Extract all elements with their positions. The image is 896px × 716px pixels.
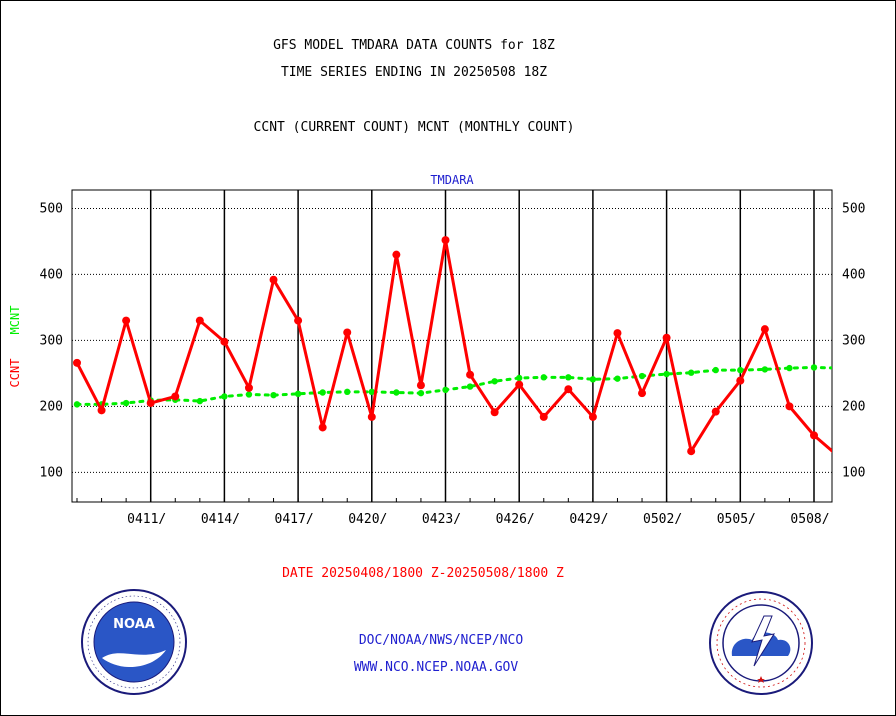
data-point-mcnt bbox=[270, 391, 277, 399]
data-point-ccnt bbox=[466, 370, 475, 379]
data-point-ccnt bbox=[539, 412, 548, 421]
data-point-mcnt bbox=[491, 378, 498, 385]
x-tick-label-0508: 0508/ bbox=[790, 512, 829, 527]
noaa-logo-icon: NOAA bbox=[81, 589, 187, 695]
chart-subtitle: CCNT (CURRENT COUNT) MCNT (MONTHLY COUNT… bbox=[253, 120, 575, 135]
data-point-ccnt bbox=[269, 275, 278, 284]
y-tick-label-left-300: 300 bbox=[40, 333, 63, 348]
series-group bbox=[73, 236, 843, 460]
y-tick-label-left-400: 400 bbox=[40, 267, 63, 282]
data-point-ccnt bbox=[195, 316, 204, 325]
plot-area bbox=[71, 189, 833, 503]
data-point-ccnt bbox=[490, 408, 499, 417]
data-point-mcnt bbox=[294, 390, 302, 398]
data-point-ccnt bbox=[515, 380, 524, 389]
data-point-ccnt bbox=[810, 431, 818, 440]
data-point-mcnt bbox=[516, 374, 523, 382]
data-point-mcnt bbox=[196, 397, 204, 405]
noaa-logo-text: NOAA bbox=[113, 617, 155, 632]
y-tick-label-left-100: 100 bbox=[40, 465, 63, 480]
data-point-mcnt bbox=[122, 399, 130, 407]
y-axis-label-ccnt: CCNT bbox=[8, 359, 22, 388]
website-link[interactable]: WWW.NCO.NCEP.NOAA.GOV bbox=[353, 660, 519, 675]
chart-title-line1: GFS MODEL TMDARA DATA COUNTS for 18Z bbox=[273, 38, 555, 53]
data-point-mcnt bbox=[835, 365, 841, 371]
y-tick-label-right-500: 500 bbox=[842, 201, 865, 216]
data-point-mcnt bbox=[614, 375, 621, 382]
data-point-ccnt bbox=[785, 402, 794, 411]
y-tick-label-right-100: 100 bbox=[842, 465, 865, 480]
data-point-mcnt bbox=[417, 389, 425, 397]
date-range-label: DATE 20250408/1800 Z-20250508/1800 Z bbox=[282, 566, 564, 581]
nws-logo-icon bbox=[709, 591, 813, 695]
data-point-ccnt bbox=[367, 412, 376, 421]
data-point-ccnt bbox=[220, 337, 229, 346]
data-point-mcnt bbox=[344, 388, 351, 396]
doc-link[interactable]: DOC/NOAA/NWS/NCEP/NCO bbox=[358, 633, 524, 648]
data-point-ccnt bbox=[835, 452, 843, 460]
data-point-mcnt bbox=[687, 369, 695, 376]
data-point-mcnt bbox=[466, 383, 474, 390]
data-point-ccnt bbox=[146, 399, 155, 408]
data-point-ccnt bbox=[122, 316, 131, 325]
data-point-mcnt bbox=[319, 389, 326, 396]
x-tick-label-0417: 0417/ bbox=[275, 512, 314, 527]
data-point-ccnt bbox=[588, 412, 597, 421]
data-point-mcnt bbox=[221, 393, 228, 400]
data-point-mcnt bbox=[565, 374, 572, 381]
y-tick-label-right-400: 400 bbox=[842, 267, 865, 282]
data-point-ccnt bbox=[244, 383, 253, 392]
data-point-ccnt bbox=[760, 325, 769, 334]
data-point-mcnt bbox=[761, 366, 769, 373]
data-point-mcnt bbox=[663, 370, 670, 378]
data-point-mcnt bbox=[589, 376, 597, 383]
data-point-mcnt bbox=[442, 386, 449, 394]
x-tick-label-0414: 0414/ bbox=[201, 512, 240, 527]
data-point-ccnt bbox=[736, 376, 745, 385]
data-point-mcnt bbox=[393, 389, 400, 396]
data-point-ccnt bbox=[687, 447, 696, 456]
data-point-ccnt bbox=[613, 329, 622, 338]
data-point-mcnt bbox=[712, 366, 719, 374]
data-point-ccnt bbox=[711, 407, 720, 416]
y-tick-label-left-500: 500 bbox=[40, 201, 63, 216]
data-point-ccnt bbox=[416, 381, 425, 390]
x-tick-label-0423: 0423/ bbox=[422, 512, 461, 527]
y-axis-label-mcnt: MCNT bbox=[8, 306, 22, 335]
series-line-ccnt bbox=[75, 238, 832, 453]
data-point-mcnt bbox=[540, 374, 547, 381]
data-point-ccnt bbox=[171, 392, 180, 401]
series-line-mcnt bbox=[75, 365, 832, 406]
y-tick-label-right-200: 200 bbox=[842, 399, 865, 414]
data-point-mcnt bbox=[737, 366, 744, 374]
data-point-ccnt bbox=[441, 236, 450, 245]
x-tick-label-0505: 0505/ bbox=[717, 512, 756, 527]
x-tick-label-0426: 0426/ bbox=[496, 512, 535, 527]
data-point-mcnt bbox=[73, 401, 81, 408]
data-point-ccnt bbox=[662, 333, 671, 342]
panel-title: TMDARA bbox=[430, 173, 474, 187]
y-tick-label-right-300: 300 bbox=[842, 333, 865, 348]
x-tick-label-0502: 0502/ bbox=[643, 512, 682, 527]
x-tick-label-0420: 0420/ bbox=[348, 512, 387, 527]
x-tick-label-0411: 0411/ bbox=[127, 512, 166, 527]
data-point-mcnt bbox=[786, 364, 793, 372]
data-point-ccnt bbox=[97, 406, 106, 415]
y-tick-label-left-200: 200 bbox=[40, 399, 63, 414]
data-point-ccnt bbox=[318, 423, 327, 432]
data-point-ccnt bbox=[638, 389, 647, 398]
data-point-mcnt bbox=[810, 364, 818, 371]
chart-title-line2: TIME SERIES ENDING IN 20250508 18Z bbox=[280, 65, 548, 80]
data-point-ccnt bbox=[73, 358, 81, 367]
data-point-mcnt bbox=[245, 391, 253, 398]
data-point-ccnt bbox=[294, 316, 303, 325]
data-point-ccnt bbox=[564, 385, 573, 394]
data-point-ccnt bbox=[392, 250, 401, 259]
data-point-mcnt bbox=[638, 372, 646, 380]
data-point-ccnt bbox=[343, 328, 352, 337]
x-tick-label-0429: 0429/ bbox=[569, 512, 608, 527]
data-point-mcnt bbox=[368, 388, 375, 396]
